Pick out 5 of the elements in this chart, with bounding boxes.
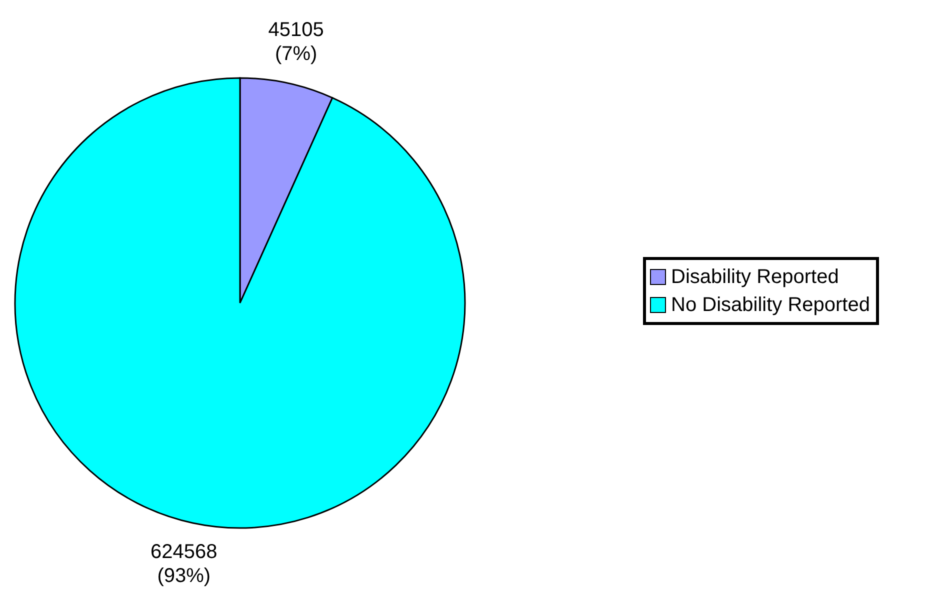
legend-label: Disability Reported [671,265,839,290]
data-label: 624568 (93%) [150,541,218,588]
legend-label: No Disability Reported [671,293,870,318]
data-label: 45105 (7%) [268,18,324,65]
pie-slice [14,77,466,529]
